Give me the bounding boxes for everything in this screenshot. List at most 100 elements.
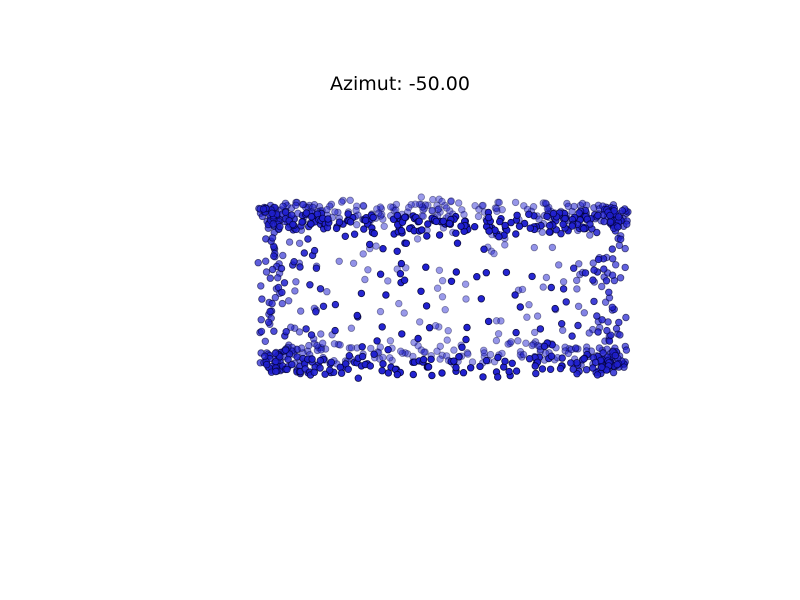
scatter-point: [479, 201, 487, 210]
scatter-point: [562, 298, 570, 306]
scatter-point: [429, 195, 437, 204]
scatter-point: [384, 277, 392, 285]
scatter-point: [350, 230, 359, 238]
scatter-point: [558, 354, 566, 362]
scatter-point: [387, 203, 395, 211]
scatter-point: [422, 302, 431, 310]
scatter-point: [557, 229, 565, 238]
scatter-point: [341, 232, 349, 240]
scatter-point: [283, 365, 291, 374]
scatter-point: [421, 201, 430, 209]
scatter-point: [316, 285, 325, 293]
scatter-point: [504, 340, 512, 348]
scatter-point: [446, 207, 454, 215]
scatter-point: [603, 326, 611, 335]
scatter-point: [302, 325, 310, 333]
scatter-point: [526, 224, 534, 232]
scatter-point: [346, 218, 355, 226]
scatter-point: [452, 229, 460, 237]
scatter-point: [285, 297, 293, 305]
scatter-point: [308, 355, 316, 363]
scatter-point: [605, 288, 613, 296]
scatter-point: [476, 362, 484, 371]
scatter-point: [492, 204, 501, 213]
scatter-point: [508, 359, 516, 367]
scatter-point: [310, 368, 318, 376]
scatter-point: [304, 235, 312, 243]
scatter-point: [366, 362, 374, 370]
scatter-point: [378, 210, 386, 219]
scatter-point: [287, 323, 295, 331]
scatter-point: [261, 337, 269, 345]
scatter-point: [418, 226, 426, 234]
scatter-point: [336, 363, 344, 371]
scatter-point: [415, 217, 423, 225]
scatter-point: [366, 240, 374, 249]
scatter-point: [622, 313, 630, 322]
scatter-point: [345, 344, 354, 352]
scatter-point: [307, 213, 316, 221]
scatter-point: [546, 365, 555, 373]
scatter-point: [494, 353, 502, 362]
scatter-point: [463, 349, 471, 357]
scatter-point: [608, 271, 617, 279]
scatter-point: [425, 324, 434, 332]
scatter-point: [317, 330, 325, 338]
scatter-point: [310, 246, 319, 255]
scatter-point: [262, 257, 270, 265]
scatter-point: [529, 202, 538, 211]
scatter-point: [279, 251, 287, 260]
scatter-point: [589, 259, 597, 267]
scatter-point: [295, 239, 304, 247]
scatter-point: [555, 261, 563, 269]
scatter-point: [384, 346, 392, 354]
scatter-point: [436, 208, 444, 216]
scatter-point: [370, 229, 378, 238]
scatter-point: [567, 359, 575, 367]
scatter-point: [296, 263, 304, 271]
scatter-point: [532, 369, 540, 378]
scatter-point: [511, 291, 519, 299]
scatter-point: [278, 288, 286, 297]
scatter-point: [291, 287, 299, 295]
scatter-point: [493, 207, 501, 215]
scatter-point: [513, 211, 521, 219]
scatter-point: [506, 339, 514, 348]
scatter-point: [276, 222, 284, 231]
scatter-point: [529, 340, 538, 348]
scatter-point: [480, 346, 488, 354]
scatter-point: [614, 223, 622, 231]
scatter-point: [417, 287, 425, 295]
scatter-point: [401, 349, 409, 357]
scatter-point: [418, 203, 427, 211]
scatter-point: [512, 230, 520, 238]
scatter-point: [484, 213, 493, 222]
scatter-point: [271, 293, 279, 302]
scatter-point: [393, 370, 401, 379]
scatter-point: [284, 355, 292, 364]
scatter-point: [609, 368, 618, 377]
scatter-point: [615, 318, 623, 327]
scatter-point: [516, 303, 524, 311]
scatter-point: [522, 339, 530, 347]
scatter-point: [487, 247, 496, 255]
scatter-point: [453, 239, 462, 247]
scatter-point: [395, 299, 403, 308]
scatter-point: [290, 258, 298, 266]
scatter-point: [608, 303, 616, 311]
scatter-point: [538, 228, 546, 236]
scatter-point: [496, 217, 504, 226]
scatter-point: [568, 222, 576, 230]
scatter-point: [433, 284, 442, 292]
scatter-point: [615, 213, 623, 221]
scatter-point: [589, 364, 597, 372]
scatter-point: [327, 358, 335, 366]
scatter-point: [400, 309, 408, 317]
scatter-point: [594, 328, 602, 336]
scatter-point: [548, 243, 557, 252]
scatter-point: [266, 274, 274, 282]
scatter-point: [397, 347, 405, 355]
scatter-point: [323, 205, 331, 214]
scatter-point: [316, 364, 324, 372]
scatter-point: [352, 206, 360, 215]
